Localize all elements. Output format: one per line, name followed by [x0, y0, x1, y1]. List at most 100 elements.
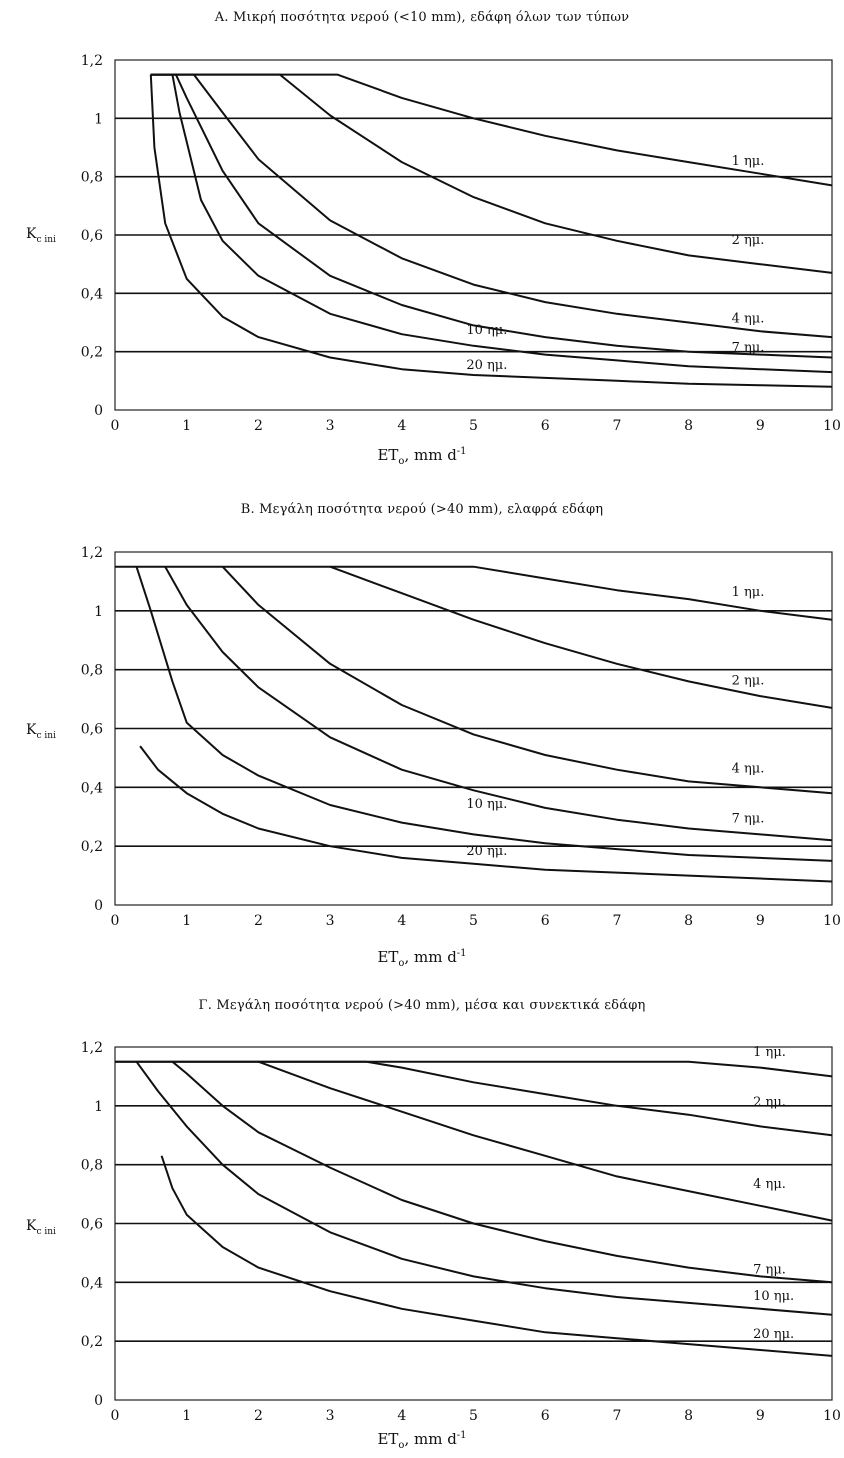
chart-panel-b: B. Μεγάλη ποσότητα νερού (>40 mm), ελαφρ… [0, 490, 844, 980]
y-tick-label: 0,8 [81, 1158, 103, 1174]
x-tick-label: 7 [612, 418, 621, 434]
series-annotation: 2 ημ. [732, 233, 765, 248]
chart-panel-c: Γ. Μεγάλη ποσότητα νερού (>40 mm), μέσα … [0, 990, 844, 1458]
x-tick-label: 10 [823, 1408, 841, 1424]
x-tick-label: 1 [182, 418, 191, 434]
series-annotation: 1 ημ. [732, 585, 765, 600]
series-annotation: 4 ημ. [753, 1177, 786, 1192]
y-tick-label: 0,6 [81, 1217, 103, 1233]
series-annotation: 10 ημ. [466, 323, 507, 338]
series-line-6 [139, 745, 833, 883]
series-annotation: 10 ημ. [753, 1289, 794, 1304]
y-tick-label: 0 [94, 898, 103, 914]
series-line-4 [150, 73, 833, 359]
x-tick-label: 0 [111, 1408, 120, 1424]
series-line-6 [160, 1155, 833, 1357]
y-tick-label: 0,2 [81, 839, 103, 855]
y-tick-label: 1,2 [81, 545, 103, 561]
chart-title-c: Γ. Μεγάλη ποσότητα νερού (>40 mm), μέσα … [198, 998, 646, 1013]
series-annotation: 20 ημ. [466, 844, 507, 859]
series-annotation: 2 ημ. [732, 673, 765, 688]
x-tick-label: 2 [254, 418, 263, 434]
series-line-1 [150, 73, 833, 187]
y-tick-label: 0,4 [81, 286, 103, 302]
series-annotation: 1 ημ. [753, 1045, 786, 1060]
x-tick-label: 6 [541, 913, 550, 929]
chart-title-b: B. Μεγάλη ποσότητα νερού (>40 mm), ελαφρ… [240, 502, 604, 517]
chart-svg-c: 0 0,2 0,4 0,6 0,8 1 1,2 0 1 2 3 4 5 6 7 8 9 10 1 ημ. 2 ημ. 4… [81, 1040, 841, 1424]
series-line-2 [115, 1060, 833, 1137]
x-axis-label-a: ETo, mm d-1 [377, 446, 467, 467]
series-line-5 [135, 1061, 833, 1316]
x-tick-label: 5 [469, 1408, 478, 1424]
chart-svg-b: 0 0,2 0,4 0,6 0,8 1 1,2 0 1 2 3 4 5 6 7 8 9 10 1 ημ. 2 ημ. 4… [81, 545, 841, 929]
series-annotation: 20 ημ. [753, 1327, 794, 1342]
series-annotation: 1 ημ. [732, 154, 765, 169]
y-tick-label: 1 [94, 1099, 103, 1115]
chart-panel-a: A. Μικρή ποσότητα νερού (<10 mm), εδάφη … [0, 0, 844, 470]
y-tick-label: 1,2 [81, 53, 103, 69]
series-annotation: 4 ημ. [732, 762, 765, 777]
y-tick-label: 0 [94, 1393, 103, 1409]
x-tick-label: 3 [326, 913, 335, 929]
y-axis-label-c: Kc ini [26, 1218, 56, 1237]
x-axis-label-b: ETo, mm d-1 [377, 948, 467, 969]
y-tick-label: 1 [94, 604, 103, 620]
x-tick-label: 3 [326, 1408, 335, 1424]
y-tick-label: 0,4 [81, 780, 103, 796]
series-annotation: 10 ημ. [466, 797, 507, 812]
x-tick-label: 5 [469, 913, 478, 929]
x-tick-label: 4 [397, 418, 406, 434]
series-annotation: 4 ημ. [732, 312, 765, 327]
series-line-6 [149, 74, 833, 388]
series-line-2 [150, 73, 833, 274]
y-axis-label-a: Kc ini [26, 226, 56, 245]
y-tick-label: 0 [94, 403, 103, 419]
y-tick-label: 0,6 [81, 228, 103, 244]
x-tick-label: 0 [111, 913, 120, 929]
x-tick-label: 10 [823, 418, 841, 434]
x-tick-label: 9 [756, 418, 765, 434]
x-tick-label: 8 [684, 418, 693, 434]
x-tick-label: 1 [182, 913, 191, 929]
series-line-3 [150, 73, 833, 339]
x-tick-label: 8 [684, 1408, 693, 1424]
chart-title-a: A. Μικρή ποσότητα νερού (<10 mm), εδάφη … [214, 10, 630, 25]
y-tick-label: 1 [94, 111, 103, 127]
x-tick-label: 8 [684, 913, 693, 929]
x-axis-label-c: ETo, mm d-1 [377, 1430, 467, 1451]
x-tick-label: 2 [254, 913, 263, 929]
x-tick-label: 4 [397, 913, 406, 929]
series-line-3 [258, 1060, 833, 1222]
series-line-1 [115, 1060, 833, 1078]
chart-svg-a: 0 0,2 0,4 0,6 0,8 1 1,2 0 1 2 3 4 5 6 7 8 9 10 1 ημ. 2 ημ. 4… [81, 53, 841, 434]
y-tick-label: 0,2 [81, 345, 103, 361]
series-line-1 [115, 565, 833, 621]
y-tick-label: 0,8 [81, 663, 103, 679]
series-line-5 [135, 566, 833, 862]
y-tick-label: 0,6 [81, 722, 103, 738]
series-line-4 [171, 1060, 833, 1284]
x-tick-label: 7 [612, 913, 621, 929]
x-tick-label: 9 [756, 913, 765, 929]
series-line-4 [164, 566, 833, 842]
series-annotation: 20 ημ. [466, 358, 507, 373]
x-tick-label: 2 [254, 1408, 263, 1424]
x-tick-label: 7 [612, 1408, 621, 1424]
x-tick-label: 9 [756, 1408, 765, 1424]
x-tick-label: 6 [541, 1408, 550, 1424]
x-tick-label: 3 [326, 418, 335, 434]
series-line-5 [150, 73, 833, 374]
x-tick-label: 5 [469, 418, 478, 434]
y-tick-label: 0,2 [81, 1334, 103, 1350]
y-tick-label: 0,4 [81, 1275, 103, 1291]
series-annotation: 7 ημ. [732, 812, 765, 827]
y-tick-label: 0,8 [81, 170, 103, 186]
x-tick-label: 0 [111, 418, 120, 434]
x-tick-label: 1 [182, 1408, 191, 1424]
series-annotation: 2 ημ. [753, 1095, 786, 1110]
series-annotation: 7 ημ. [753, 1263, 786, 1278]
y-axis-label-b: Kc ini [26, 722, 56, 741]
x-tick-label: 10 [823, 913, 841, 929]
x-tick-label: 6 [541, 418, 550, 434]
